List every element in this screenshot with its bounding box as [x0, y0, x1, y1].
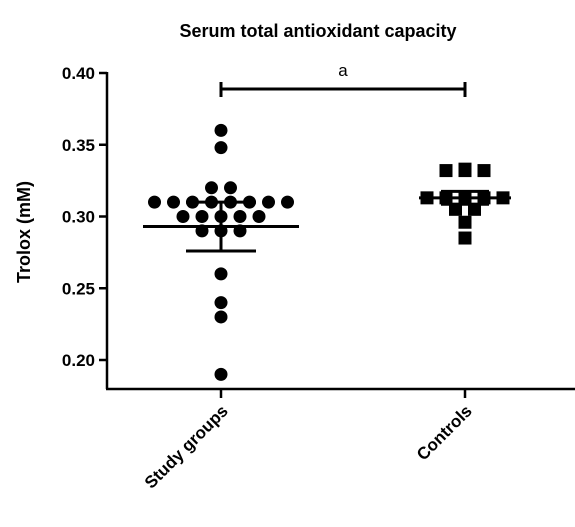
data-point — [214, 367, 228, 381]
annotation: a — [338, 61, 348, 80]
error-bar — [186, 200, 256, 253]
data-point — [477, 164, 491, 178]
data-point — [262, 195, 275, 209]
data-point — [214, 296, 228, 310]
data-point — [214, 123, 228, 137]
significance-bracket — [219, 82, 467, 97]
data-point — [205, 181, 218, 195]
x-tick-label: Study groups — [141, 401, 232, 492]
y-axis-label: Trolox (mM) — [14, 181, 34, 283]
y-tick-label: 0.35 — [62, 136, 95, 155]
data-point — [252, 210, 266, 223]
data-point — [214, 310, 228, 324]
data-point — [233, 210, 247, 223]
data-point — [176, 210, 190, 223]
data-point — [439, 164, 453, 178]
y-tick-label: 0.20 — [62, 351, 95, 370]
data-point — [281, 195, 294, 209]
data-point — [458, 231, 472, 245]
x-tick-label: Controls — [413, 401, 476, 464]
chart-title: Serum total antioxidant capacity — [179, 21, 456, 41]
data-point — [214, 141, 228, 155]
data-point — [214, 267, 228, 281]
data-point — [148, 195, 161, 209]
y-tick-label: 0.25 — [62, 279, 95, 298]
data-point — [458, 164, 472, 178]
data-point — [195, 210, 209, 223]
data-point — [167, 195, 180, 209]
y-tick-label: 0.30 — [62, 208, 95, 227]
error-bar — [441, 189, 489, 206]
data-point — [224, 181, 237, 195]
data-point — [449, 202, 462, 216]
data-point — [468, 202, 481, 216]
data-point — [458, 215, 472, 229]
y-tick-label: 0.40 — [62, 64, 95, 83]
